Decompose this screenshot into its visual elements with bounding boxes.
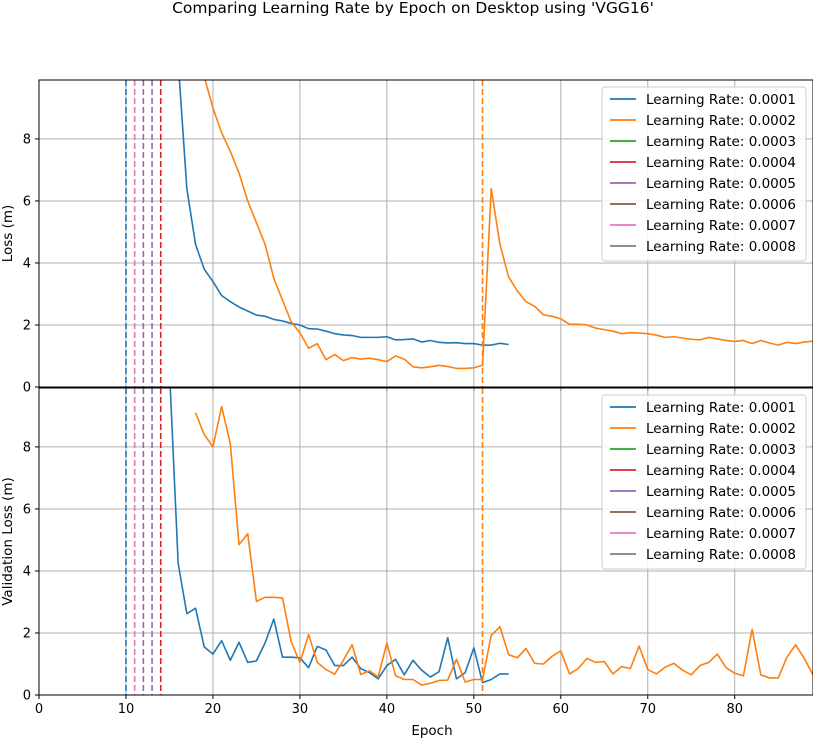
legend-label: Learning Rate: 0.0004 [646,463,796,479]
y-tick-label: 8 [23,440,31,455]
legend-label: Learning Rate: 0.0008 [646,547,796,563]
x-tick-label: 20 [205,702,222,717]
legend-label: Learning Rate: 0.0002 [646,421,796,437]
y-axis-label: Loss (m) [0,205,16,263]
legend-label: Learning Rate: 0.0002 [646,113,796,129]
y-tick-label: 4 [23,256,31,271]
legend-box [601,394,807,570]
legend-label: Learning Rate: 0.0007 [646,218,796,234]
legend: Learning Rate: 0.0001 Learning Rate: 0.00… [601,86,807,262]
legend-box [601,86,807,262]
series-group [125,388,813,695]
legend-label: Learning Rate: 0.0003 [646,442,796,458]
x-tick-label: 30 [292,702,309,717]
series-line [194,405,813,686]
legend-label: Learning Rate: 0.0008 [646,239,796,255]
y-tick-label: 0 [23,381,31,396]
y-axis-label: Validation Loss (m) [0,477,16,606]
legend-label: Learning Rate: 0.0004 [646,155,796,171]
y-tick-label: 6 [23,502,31,517]
x-tick-label: 40 [379,702,396,717]
x-tick-label: 50 [466,702,483,717]
y-tick-label: 0 [23,689,31,704]
legend-label: Learning Rate: 0.0001 [646,92,796,108]
figure-title: Comparing Learning Rate by Epoch on Desk… [172,0,654,17]
x-axis-label: Epoch [411,723,452,739]
series-line [178,80,509,346]
x-tick-label: 10 [118,702,135,717]
x-tick-label: 60 [553,702,570,717]
y-tick-label: 4 [23,564,31,579]
x-tick-label: 70 [639,702,656,717]
legend: Learning Rate: 0.0001 Learning Rate: 0.00… [601,394,807,570]
legend-label: Learning Rate: 0.0005 [646,176,796,192]
legend-label: Learning Rate: 0.0006 [646,197,796,213]
y-tick-label: 6 [23,194,31,209]
series-line [204,80,813,370]
legend-label: Learning Rate: 0.0001 [646,400,796,416]
legend-label: Learning Rate: 0.0007 [646,526,796,542]
y-tick-label: 2 [23,318,31,333]
x-tick-label: 80 [726,702,743,717]
legend-label: Learning Rate: 0.0006 [646,505,796,521]
legend-label: Learning Rate: 0.0005 [646,484,796,500]
y-tick-label: 2 [23,626,31,641]
axes-frame [38,79,813,388]
y-tick-label: 8 [23,132,31,147]
axes-frame [38,387,813,696]
x-tick-label: 0 [35,702,43,717]
legend-label: Learning Rate: 0.0003 [646,134,796,150]
series-group [125,80,813,387]
series-line [169,388,509,684]
